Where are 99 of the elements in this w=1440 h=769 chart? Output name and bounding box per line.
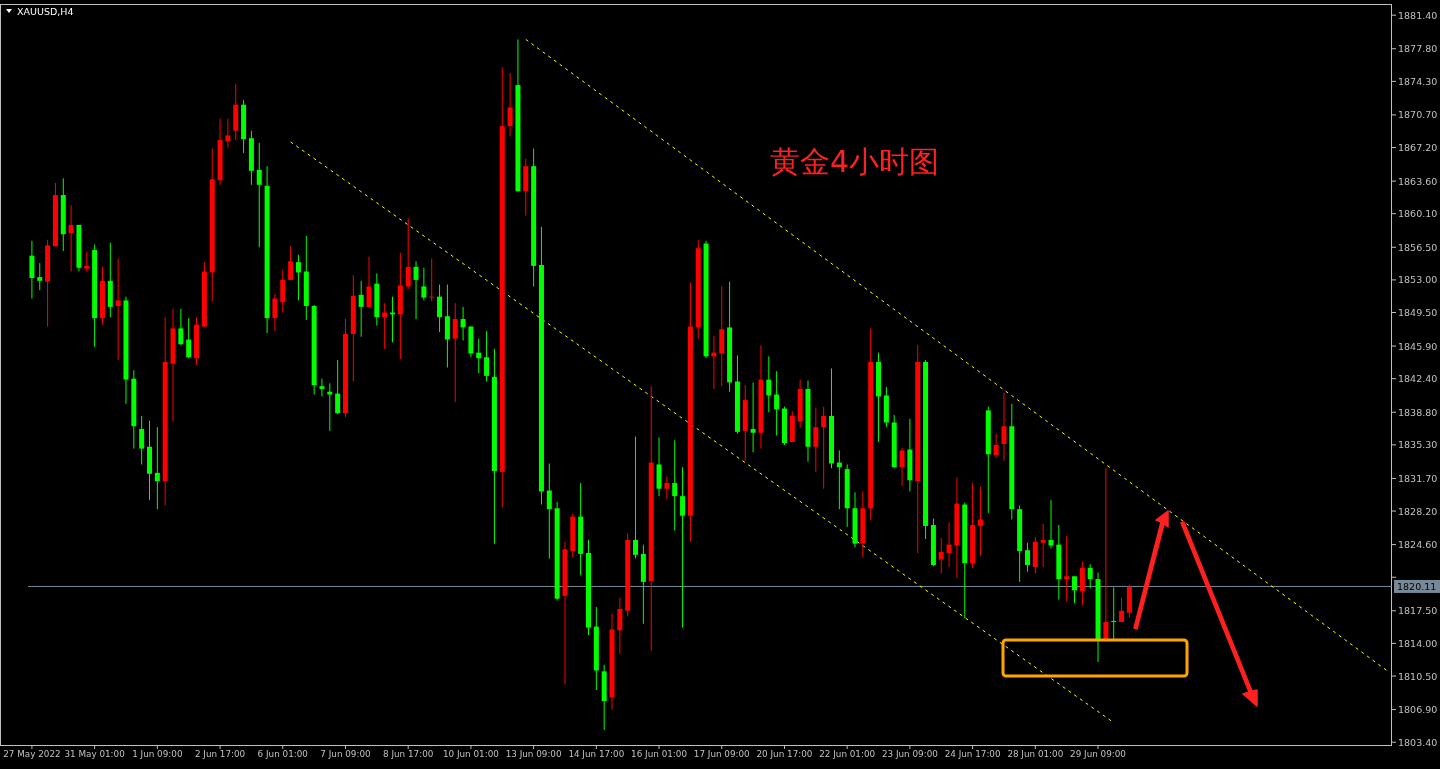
candlestick xyxy=(484,330,490,382)
candlestick xyxy=(84,251,90,273)
candlestick xyxy=(280,269,286,314)
y-tick-label: 1863.60 xyxy=(1398,175,1438,187)
candlestick xyxy=(429,257,435,302)
candlestick xyxy=(1119,597,1125,623)
y-tick-label: 1806.90 xyxy=(1398,704,1438,716)
y-tick-label: 1856.50 xyxy=(1398,241,1438,253)
candlestick xyxy=(68,204,74,273)
candlestick xyxy=(460,306,466,341)
x-tick-label: 17 Jun 09:00 xyxy=(693,749,751,759)
y-tick-label: 1831.70 xyxy=(1398,472,1438,484)
candlestick xyxy=(37,262,43,291)
candlestick xyxy=(1064,535,1070,602)
candlestick xyxy=(319,378,325,397)
x-tick-label: 29 Jun 09:00 xyxy=(1070,749,1127,759)
candlestick xyxy=(750,381,756,453)
candlestick xyxy=(664,476,670,500)
ref-line-label: 1820.11 xyxy=(1397,580,1437,592)
x-tick-label: 1 Jun 09:00 xyxy=(132,749,183,759)
candlestick xyxy=(413,260,419,320)
x-tick-label: 7 Jun 09:00 xyxy=(320,749,372,759)
candlestick xyxy=(813,407,819,473)
candlestick xyxy=(295,254,301,301)
x-tick-label: 31 May 01:00 xyxy=(64,749,126,759)
candlestick xyxy=(366,256,372,309)
candlestick xyxy=(1072,575,1078,604)
candlestick xyxy=(358,280,364,338)
candlestick xyxy=(335,359,341,415)
chart-title: XAUUSD,H4 xyxy=(17,6,74,17)
candlestick xyxy=(938,537,944,574)
candlestick xyxy=(272,293,278,332)
x-tick-label: 24 Jun 17:00 xyxy=(944,749,1001,759)
y-tick-label: 1803.40 xyxy=(1398,736,1438,748)
x-tick-label: 27 May 2022 xyxy=(3,749,61,759)
x-tick-label: 2 Jun 17:00 xyxy=(194,749,246,759)
candlestick xyxy=(444,284,450,369)
x-tick-label: 14 Jun 17:00 xyxy=(568,749,625,759)
candlestick xyxy=(1001,392,1007,462)
y-tick-label: 1870.70 xyxy=(1398,109,1438,121)
y-tick-label: 1874.30 xyxy=(1398,75,1438,87)
candlestick xyxy=(1040,523,1046,568)
y-tick-label: 1853.00 xyxy=(1398,274,1438,286)
y-tick-label: 1877.80 xyxy=(1398,43,1438,55)
x-tick-label: 13 Jun 09:00 xyxy=(505,749,562,759)
candlestick xyxy=(672,439,678,532)
y-tick-label: 1817.50 xyxy=(1398,605,1438,617)
candlestick xyxy=(1079,560,1085,606)
candlestick xyxy=(680,466,686,629)
y-tick-label: 1860.10 xyxy=(1398,208,1438,220)
x-tick-label: 28 Jun 01:00 xyxy=(1007,749,1064,759)
candlestick xyxy=(1024,542,1030,573)
candlestick xyxy=(139,415,145,465)
candlestick xyxy=(899,447,905,487)
x-tick-label: 10 Jun 01:00 xyxy=(442,749,500,759)
candlestick xyxy=(993,433,999,459)
candlestick xyxy=(452,302,458,403)
x-tick-label: 20 Jun 17:00 xyxy=(756,749,813,759)
candlestick xyxy=(288,245,294,281)
candlestick xyxy=(617,597,623,655)
y-tick-label: 1814.00 xyxy=(1398,637,1438,649)
candlestick xyxy=(977,486,983,557)
candlestick xyxy=(29,240,35,300)
y-tick-label: 1881.40 xyxy=(1398,9,1438,21)
y-tick-label: 1835.30 xyxy=(1398,439,1438,451)
candlestick xyxy=(766,355,772,413)
y-tick-label: 1845.90 xyxy=(1398,340,1438,352)
candlestick xyxy=(821,406,827,490)
candlestick xyxy=(327,382,333,432)
x-tick-label: 22 Jun 01:00 xyxy=(819,749,876,759)
candlestick xyxy=(256,142,262,248)
candlestick xyxy=(186,317,192,359)
y-tick-label: 1849.50 xyxy=(1398,307,1438,319)
candlestick xyxy=(421,267,427,301)
x-tick-label: 16 Jun 01:00 xyxy=(631,749,688,759)
candlestick xyxy=(774,370,780,437)
candlestick xyxy=(633,435,639,560)
y-tick-label: 1824.60 xyxy=(1398,539,1438,551)
y-tick-label: 1838.80 xyxy=(1398,406,1438,418)
candlestick xyxy=(437,284,443,333)
candlestick xyxy=(225,118,231,149)
x-tick-label: 6 Jun 01:00 xyxy=(257,749,309,759)
candlestick xyxy=(1087,563,1093,589)
candlestick xyxy=(115,257,121,361)
x-tick-label: 23 Jun 09:00 xyxy=(881,749,939,759)
candlestick xyxy=(405,217,411,290)
candlestick xyxy=(178,308,184,346)
y-tick-label: 1828.20 xyxy=(1398,505,1438,517)
candlestick xyxy=(546,463,552,560)
x-tick-label: 8 Jun 17:00 xyxy=(383,749,434,759)
candlestick xyxy=(946,521,952,568)
y-tick-label: 1867.20 xyxy=(1398,142,1438,154)
candlestick xyxy=(1111,586,1117,641)
annotation: 黄金4小时图 xyxy=(770,144,940,179)
y-tick-label: 1810.50 xyxy=(1398,670,1438,682)
candlestick xyxy=(1048,499,1054,549)
candlestick xyxy=(154,426,160,510)
y-tick-label: 1842.40 xyxy=(1398,373,1438,385)
candlestick xyxy=(507,72,513,137)
